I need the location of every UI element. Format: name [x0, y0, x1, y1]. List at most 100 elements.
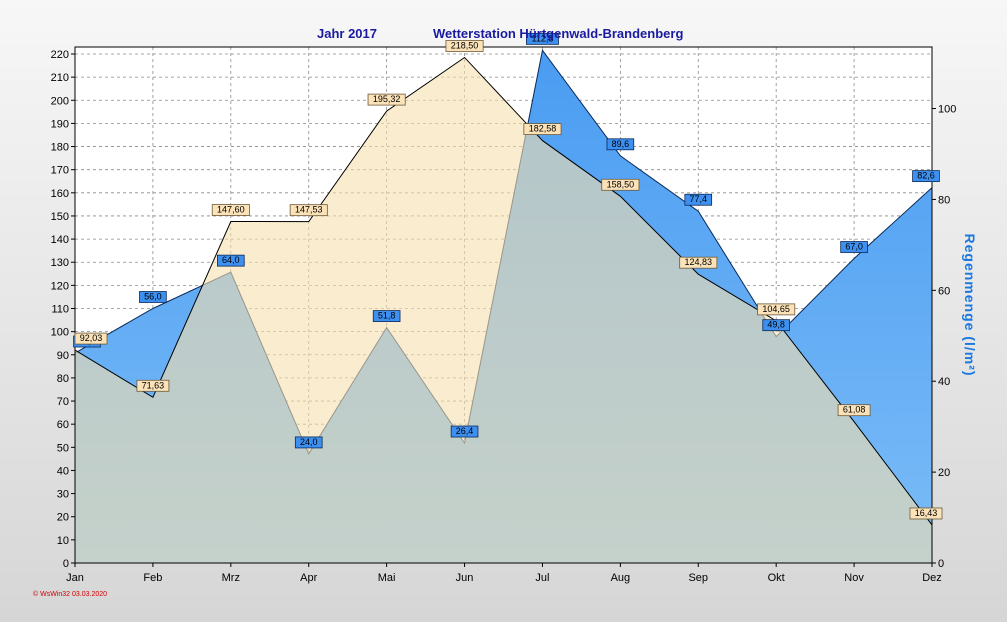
- rain-label-text: 77,4: [690, 194, 708, 204]
- beige-label-text: 147,60: [217, 205, 245, 215]
- beige-label-box: [757, 303, 796, 316]
- rain-label-box: [217, 254, 245, 267]
- left-tick-label: 200: [51, 95, 69, 107]
- rain-label: 67,0: [840, 241, 868, 253]
- beige-label-text: 147,53: [295, 205, 323, 215]
- chart-title-year: Jahr 2017: [317, 26, 377, 41]
- beige-label-box: [289, 204, 328, 217]
- beige-label: 61,08: [837, 404, 871, 417]
- x-tick-label: Aug: [611, 572, 631, 584]
- x-tick-label: Sep: [688, 572, 708, 584]
- beige-area-layer: [74, 56, 933, 563]
- beige-label-box: [909, 507, 943, 520]
- rain-label: 56,0: [139, 291, 167, 303]
- rain-label: 89,6: [606, 138, 635, 151]
- rain-label-text: 82,6: [917, 171, 935, 181]
- rain-label: 77,4: [684, 193, 713, 206]
- rain-label-text: 51,8: [378, 311, 396, 321]
- left-tick-label: 130: [51, 257, 69, 269]
- right-tick-label: 80: [938, 194, 950, 206]
- beige-label-box: [523, 123, 562, 135]
- x-tick-label: Okt: [768, 572, 785, 584]
- left-tick-label: 110: [51, 304, 69, 316]
- left-tick-label: 40: [57, 465, 69, 477]
- beige-label-text: 92,03: [80, 333, 103, 343]
- rain-label-text: 64,0: [222, 255, 240, 265]
- x-tick-label: Nov: [844, 572, 864, 584]
- beige-label-box: [211, 204, 250, 216]
- beige-label-text: 124,83: [685, 257, 713, 267]
- beige-label-box: [837, 404, 871, 417]
- rain-label: 26,4: [450, 425, 479, 438]
- beige-label-text: 218,50: [451, 40, 479, 50]
- left-tick-label: 210: [51, 72, 69, 84]
- left-tick-label: 50: [57, 442, 69, 454]
- rain-label-box: [840, 241, 868, 253]
- plot-frame: [74, 46, 933, 564]
- x-tick-label: Jan: [66, 572, 84, 584]
- beige-label: 218,50: [445, 40, 484, 52]
- beige-label-box: [679, 256, 718, 269]
- x-tick-label: Dez: [922, 572, 942, 584]
- left-axis-ticks: 0 10 20 30 40 50 60 70 80 90 100 110 120 130 140 150 160…: [51, 49, 75, 570]
- beige-label: 16,43: [909, 507, 943, 520]
- beige-label: 147,53: [289, 204, 328, 217]
- rain-label-box: [294, 436, 323, 449]
- left-tick-label: 90: [57, 350, 69, 362]
- rain-label-text: 67,0: [845, 242, 863, 252]
- beige-label: 147,60: [211, 204, 250, 216]
- x-tick-label: Jul: [535, 572, 549, 584]
- rain-label: 64,0: [217, 254, 245, 267]
- left-tick-label: 80: [57, 373, 69, 385]
- beige-label-text: 16,43: [915, 508, 938, 518]
- rain-label-text: 56,0: [144, 292, 162, 302]
- left-tick-label: 20: [57, 512, 69, 524]
- left-tick-label: 100: [51, 327, 69, 339]
- beige-label: 104,65: [757, 303, 796, 316]
- rain-label-text: 49,8: [767, 320, 785, 330]
- rain-label-box: [450, 425, 479, 438]
- rain-label-box: [762, 319, 790, 332]
- rain-label: 49,8: [762, 319, 790, 332]
- rain-label-box: [372, 310, 401, 322]
- rain-label-box: [684, 193, 713, 206]
- left-tick-label: 70: [57, 396, 69, 408]
- left-tick-label: 0: [63, 558, 69, 570]
- rain-label: 24,0: [294, 436, 323, 449]
- right-axis-ticks: 0 20 40 60 80 100: [932, 104, 956, 570]
- beige-label-box: [367, 93, 406, 106]
- left-tick-label: 190: [51, 118, 69, 130]
- data-labels: 46,256,064,024,051,826,4112,889,677,449,…: [73, 32, 943, 520]
- right-tick-label: 0: [938, 558, 944, 570]
- beige-label: 182,58: [523, 123, 562, 135]
- rain-label: 82,6: [912, 170, 940, 183]
- beige-label: 92,03: [74, 332, 108, 345]
- right-tick-label: 60: [938, 285, 950, 297]
- left-tick-label: 30: [57, 489, 69, 501]
- x-tick-label: Apr: [300, 572, 317, 584]
- footer-copyright: © WsWin32 03.03.2020: [33, 590, 107, 598]
- rain-label-text: 26,4: [456, 426, 474, 436]
- right-tick-label: 20: [938, 467, 950, 479]
- x-axis-ticks: Jan Feb Mrz Apr Mai Jun Jul Aug Sep Okt Nov Dez: [66, 563, 942, 584]
- left-tick-label: 120: [51, 280, 69, 292]
- beige-line: [74, 56, 933, 526]
- axes: [74, 46, 933, 564]
- beige-label-text: 61,08: [843, 405, 866, 415]
- rain-label: 51,8: [372, 310, 401, 322]
- right-tick-label: 40: [938, 376, 950, 388]
- beige-label-box: [74, 332, 108, 345]
- right-tick-label: 100: [938, 104, 956, 116]
- rain-label-box: [912, 170, 940, 183]
- beige-label-text: 182,58: [529, 124, 557, 134]
- beige-label-text: 158,50: [607, 179, 635, 189]
- left-tick-label: 60: [57, 419, 69, 431]
- rain-label-text: 89,6: [612, 139, 630, 149]
- rain-label-box: [526, 32, 559, 45]
- x-tick-label: Feb: [143, 572, 162, 584]
- rain-label-text: 24,0: [300, 437, 318, 447]
- beige-label-text: 195,32: [373, 94, 401, 104]
- chart-title-station: Wetterstation Hürtgenwald-Brandenberg: [433, 26, 683, 41]
- beige-label-text: 71,63: [142, 380, 165, 390]
